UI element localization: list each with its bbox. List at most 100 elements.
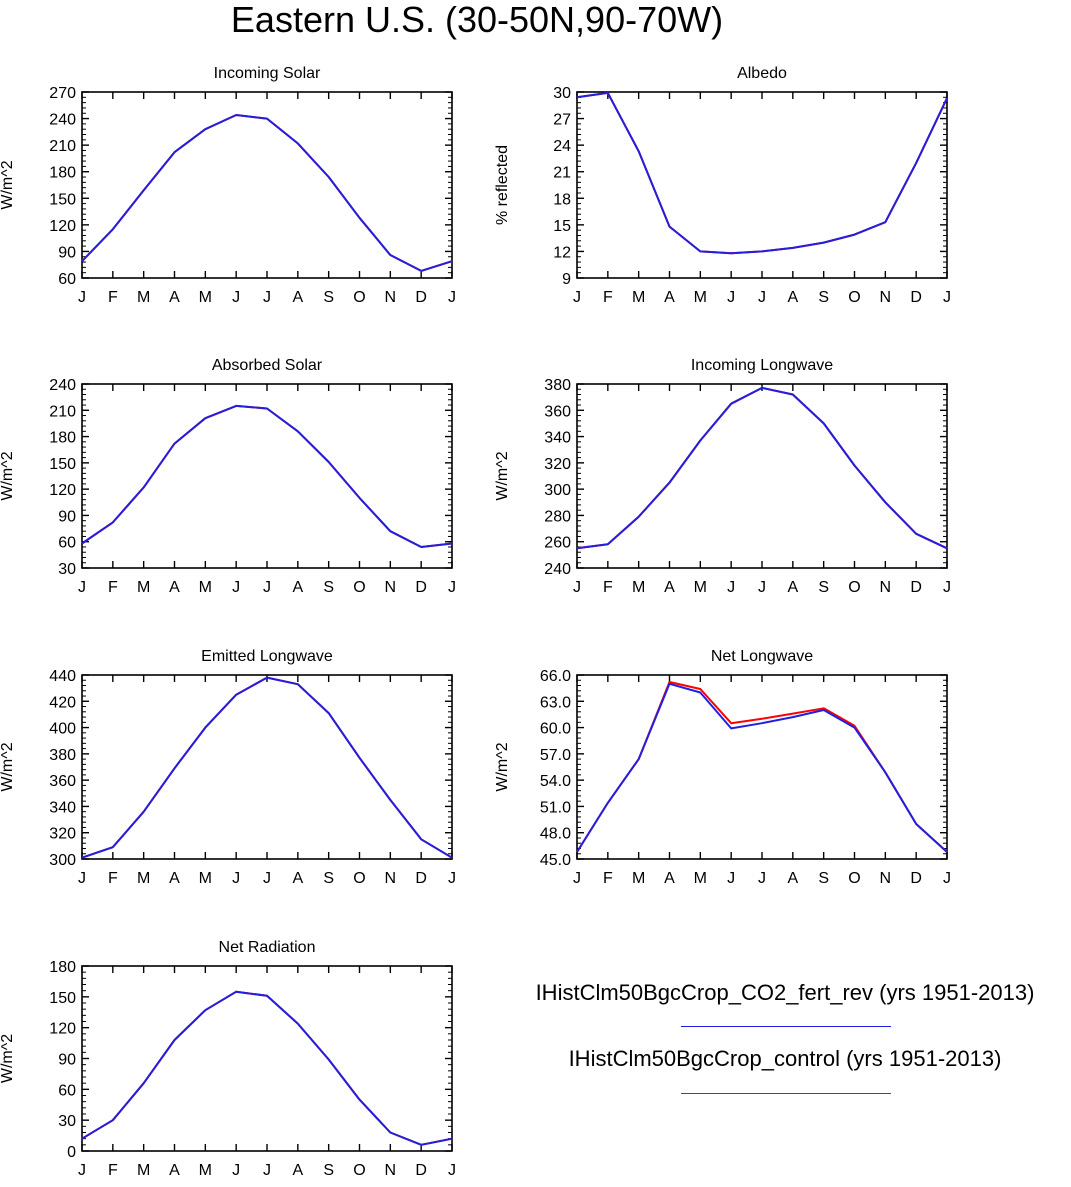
x-tick-label: J [943, 870, 951, 887]
y-tick-label: 21 [553, 165, 571, 182]
x-tick-label: D [910, 579, 922, 596]
x-tick-label: F [603, 579, 613, 596]
y-tick-label: 90 [58, 244, 76, 261]
y-tick-label: 180 [49, 959, 76, 976]
chart-panel-4: Incoming Longwave W/m^2 240 260 280 300 320 340… [494, 357, 951, 596]
y-tick-label: 280 [544, 508, 571, 525]
x-tick-label: M [694, 870, 707, 887]
y-tick-label: 340 [49, 799, 76, 816]
x-tick-label: D [415, 870, 427, 887]
y-tick-label: 240 [49, 112, 76, 129]
x-tick-label: A [169, 289, 180, 306]
y-tick-label: 18 [553, 191, 571, 208]
x-tick-label: A [664, 870, 675, 887]
x-tick-label: N [385, 579, 397, 596]
x-tick-label: N [880, 289, 892, 306]
y-axis-label: W/m^2 [494, 451, 511, 500]
x-tick-label: M [137, 1162, 150, 1179]
x-tick-label: J [232, 1162, 240, 1179]
legend-label-2: IHistClm50BgcCrop_control (yrs 1951-2013… [568, 1046, 1002, 1071]
x-tick-label: D [910, 289, 922, 306]
chart-panel-1: Incoming Solar W/m^2 60 90 120 150 180 210 240 27… [0, 65, 456, 306]
y-tick-label: 60 [58, 535, 76, 552]
y-tick-label: 150 [49, 990, 76, 1007]
chart-panel-7: Net Radiation W/m^2 0 30 60 90 120 150 180 J F M A M J… [0, 939, 456, 1179]
y-tick-label: 210 [49, 138, 76, 155]
y-tick-label: 60.0 [540, 721, 571, 738]
x-tick-label: O [848, 579, 860, 596]
x-tick-label: J [727, 579, 735, 596]
x-tick-label: A [292, 579, 303, 596]
y-tick-label: 51.0 [540, 799, 571, 816]
x-tick-label: N [385, 289, 397, 306]
x-tick-label: J [263, 289, 271, 306]
chart-panel-2: Albedo % reflected 9 12 15 18 21 24 27 30 J F M A M J J A… [494, 65, 951, 306]
x-tick-label: M [137, 579, 150, 596]
x-tick-label: J [448, 870, 456, 887]
x-tick-label: S [323, 870, 334, 887]
y-tick-label: 420 [49, 694, 76, 711]
x-tick-label: N [880, 870, 892, 887]
chart-panel-5: Emitted Longwave W/m^2 300 320 340 360 380 400 4… [0, 648, 456, 887]
y-tick-label: 270 [49, 85, 76, 102]
y-axis-label: W/m^2 [0, 160, 16, 209]
plot-frame [576, 383, 948, 569]
x-tick-label: O [353, 1162, 365, 1179]
x-tick-label: J [263, 579, 271, 596]
x-tick-label: D [415, 289, 427, 306]
x-tick-label: J [263, 870, 271, 887]
series-line-2 [81, 676, 453, 859]
y-tick-label: 180 [49, 430, 76, 447]
plot-frame [81, 674, 453, 860]
x-tick-label: A [169, 1162, 180, 1179]
y-tick-label: 30 [58, 1113, 76, 1130]
y-tick-label: 120 [49, 1021, 76, 1038]
y-tick-label: 30 [58, 561, 76, 578]
x-tick-label: O [353, 870, 365, 887]
y-tick-label: 60 [58, 271, 76, 288]
x-tick-label: J [943, 289, 951, 306]
chart-panel-6: Net Longwave W/m^2 45.0 48.0 51.0 54.0 57.0 60.… [494, 648, 951, 887]
y-tick-label: 120 [49, 482, 76, 499]
series-line-1 [576, 386, 948, 550]
legend-line-1 [681, 1026, 891, 1027]
y-tick-label: 360 [49, 773, 76, 790]
series-line-1 [81, 114, 453, 272]
y-tick-label: 66.0 [540, 668, 571, 685]
y-tick-label: 340 [544, 430, 571, 447]
y-tick-label: 54.0 [540, 773, 571, 790]
x-tick-label: J [758, 870, 766, 887]
series-line-2 [81, 990, 453, 1146]
x-tick-label: J [78, 289, 86, 306]
x-tick-label: M [199, 289, 212, 306]
y-tick-label: 57.0 [540, 747, 571, 764]
y-tick-label: 400 [49, 721, 76, 738]
y-tick-label: 120 [49, 218, 76, 235]
x-tick-label: M [632, 579, 645, 596]
y-tick-label: 380 [544, 377, 571, 394]
x-tick-label: F [603, 870, 613, 887]
series-line-2 [81, 404, 453, 548]
series-line-2 [81, 114, 453, 272]
y-tick-label: 380 [49, 747, 76, 764]
plot-frame [81, 965, 453, 1152]
y-tick-label: 360 [544, 403, 571, 420]
series-line-2 [576, 91, 948, 255]
x-tick-label: J [573, 579, 581, 596]
plot-frame [576, 91, 948, 279]
x-tick-label: N [385, 1162, 397, 1179]
x-tick-label: S [818, 289, 829, 306]
x-tick-label: J [78, 579, 86, 596]
x-tick-label: J [232, 289, 240, 306]
y-axis-label: W/m^2 [0, 742, 16, 791]
y-tick-label: 320 [544, 456, 571, 473]
y-tick-label: 240 [49, 377, 76, 394]
y-tick-label: 15 [553, 218, 571, 235]
panel-title: Incoming Solar [214, 65, 321, 82]
x-tick-label: F [108, 289, 118, 306]
x-tick-label: M [632, 870, 645, 887]
y-tick-label: 24 [553, 138, 571, 155]
x-tick-label: D [415, 579, 427, 596]
x-tick-label: J [78, 1162, 86, 1179]
